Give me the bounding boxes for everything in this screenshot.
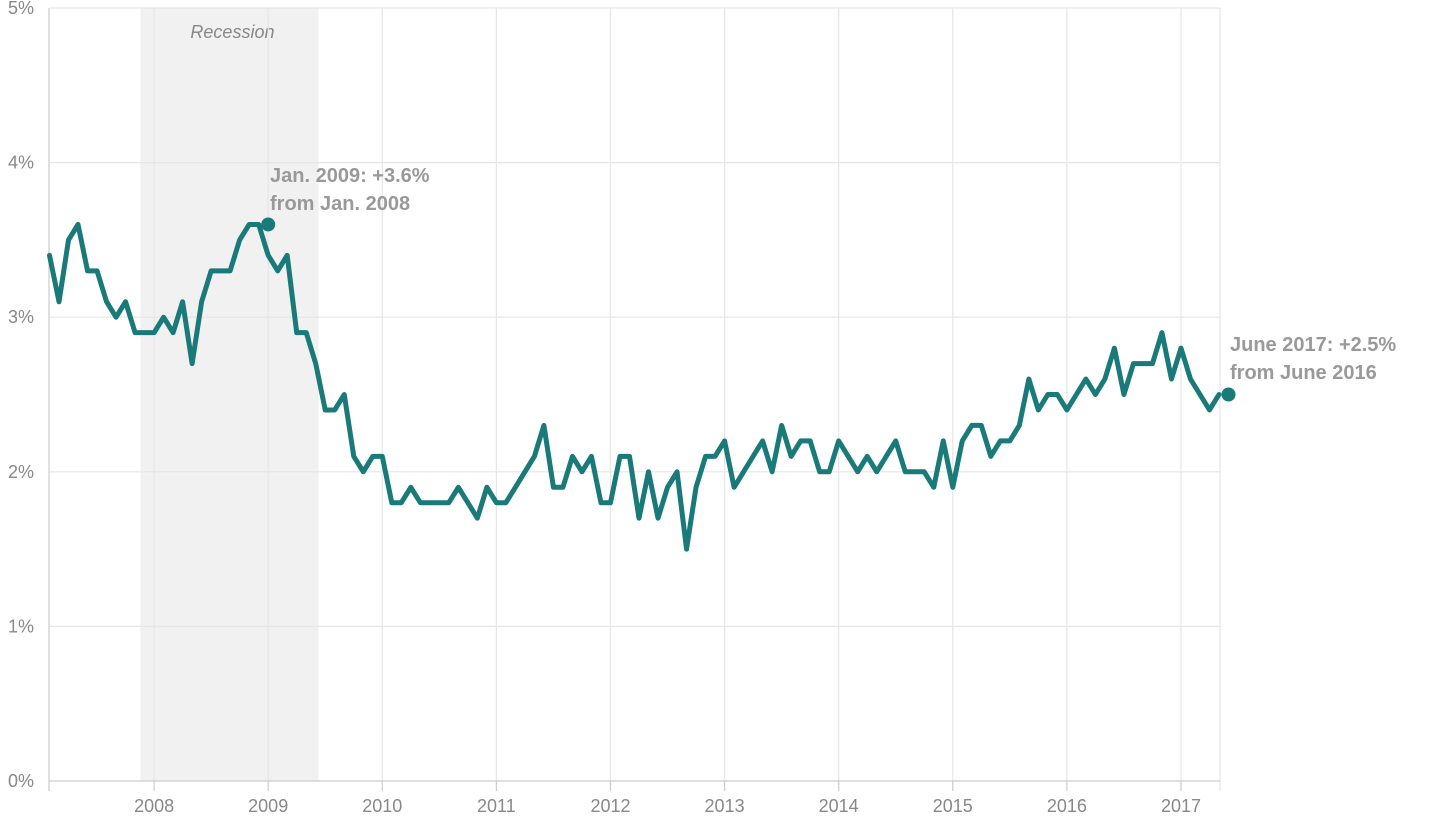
annotation-label: from Jan. 2008 (270, 193, 410, 215)
x-tick-label: 2011 (477, 796, 516, 816)
series-line (47, 221, 1222, 552)
recession-layer: Recession (140, 8, 319, 781)
gridlines (49, 7, 1220, 781)
x-tick-label: 2010 (362, 796, 402, 816)
annotations: Jan. 2009: +3.6% from Jan. 2008 June 2017:… (261, 165, 1396, 402)
y-tick-label: 1% (8, 616, 34, 636)
x-tick-label: 2015 (933, 796, 973, 816)
annotation-label: June 2017: +2.5% (1230, 334, 1396, 356)
x-axis-labels: 2008 2009 2010 2011 2012 2013 2014 2015 2016 2017 (134, 796, 1201, 816)
y-tick-label: 2% (8, 462, 34, 482)
recession-band (140, 8, 319, 781)
annotation-label: Jan. 2009: +3.6% (270, 165, 430, 187)
x-tick-label: 2016 (1047, 796, 1087, 816)
annotation-point (261, 217, 276, 232)
y-axis-labels: 0% 1% 2% 3% 4% 5% (8, 0, 34, 791)
annotation-label: from June 2016 (1230, 362, 1377, 384)
x-tick-label: 2013 (705, 796, 745, 816)
y-tick-label: 0% (8, 771, 34, 791)
y-tick-label: 5% (8, 0, 34, 18)
annotation-point (1221, 387, 1236, 402)
series-layer (47, 221, 1222, 552)
x-tick-label: 2009 (248, 796, 288, 816)
x-tick-label: 2012 (590, 796, 630, 816)
x-tick-label: 2008 (134, 796, 174, 816)
recession-label: Recession (190, 22, 274, 42)
x-axis (48, 8, 1221, 791)
y-tick-label: 3% (8, 307, 34, 327)
x-tick-label: 2014 (819, 796, 859, 816)
x-tick-label: 2017 (1161, 796, 1201, 816)
y-tick-label: 4% (8, 153, 34, 173)
